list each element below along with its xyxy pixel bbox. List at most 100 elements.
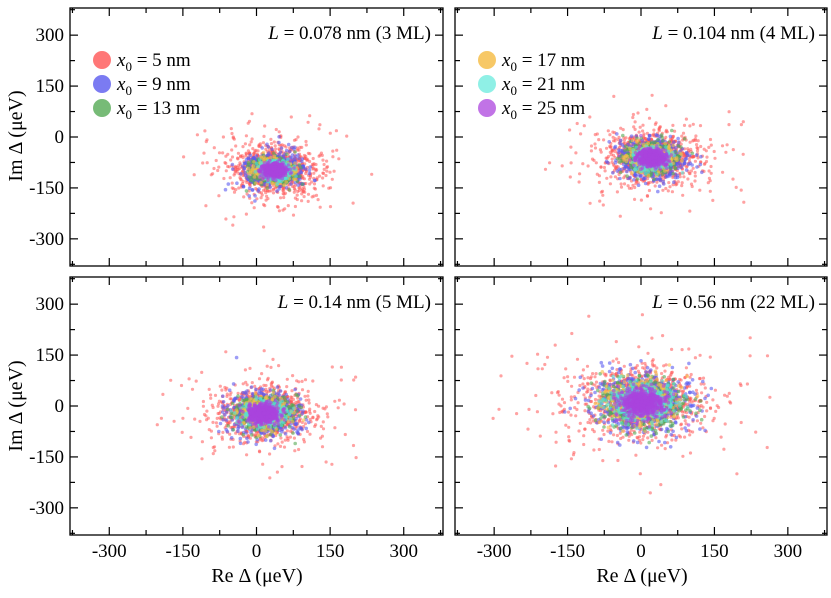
scatter-point <box>308 182 312 186</box>
scatter-point <box>305 158 309 162</box>
scatter-point <box>314 193 319 197</box>
scatter-point <box>286 157 290 161</box>
scatter-point <box>297 188 301 193</box>
scatter-point <box>318 174 322 178</box>
scatter-point <box>262 203 266 207</box>
scatter-point <box>335 148 339 152</box>
scatter-point <box>284 186 289 190</box>
scatter-point <box>306 192 311 196</box>
scatter-point <box>306 120 310 124</box>
scatter-point <box>224 161 228 165</box>
scatter-point <box>250 201 254 205</box>
scatter-point <box>259 180 263 185</box>
scatter-point <box>221 135 225 139</box>
scatter-point <box>298 145 302 149</box>
scatter-point <box>266 189 270 193</box>
scatter-points <box>182 112 374 229</box>
scatter-point <box>307 177 312 181</box>
scatter-point <box>256 189 261 193</box>
scatter-point <box>285 152 289 156</box>
scatter-point <box>312 178 317 183</box>
scatter-point <box>331 149 335 153</box>
scatter-point <box>202 151 206 155</box>
scatter-point <box>302 195 306 199</box>
scatter-point <box>286 204 290 208</box>
scatter-point <box>294 174 298 179</box>
scatter-point <box>298 186 302 190</box>
scatter-point <box>289 115 293 119</box>
scatter-point <box>307 168 312 173</box>
scatter-point <box>277 209 281 213</box>
scatter-point <box>304 167 308 171</box>
scatter-point <box>266 153 271 157</box>
scatter-point <box>325 159 329 163</box>
scatter-point <box>325 169 329 173</box>
scatter-point <box>274 127 278 132</box>
scatter-point <box>252 160 256 164</box>
scatter-point <box>290 153 295 157</box>
scatter-point <box>263 188 267 192</box>
scatter-point <box>254 161 259 166</box>
scatter-point <box>328 186 333 190</box>
scatter-point <box>227 165 231 169</box>
scatter-point <box>269 142 274 146</box>
scatter-point <box>298 174 302 179</box>
scatter-point <box>250 137 254 141</box>
scatter-point <box>322 167 326 171</box>
scatter-point <box>230 162 235 167</box>
scatter-point <box>269 137 273 141</box>
scatter-point <box>192 173 196 177</box>
scatter-point <box>312 171 316 175</box>
scatter-point <box>217 165 221 169</box>
scatter-point <box>271 191 276 195</box>
scatter-point <box>232 215 236 219</box>
scatter-point <box>317 127 321 131</box>
scatter-point <box>205 161 209 165</box>
scatter-point <box>293 204 297 209</box>
scatter-point <box>282 183 287 187</box>
scatter-point <box>260 146 265 150</box>
scatter-point <box>230 167 235 171</box>
scatter-point <box>263 124 267 128</box>
scatter-point <box>279 196 283 200</box>
scatter-point <box>262 225 266 229</box>
scatter-point <box>261 141 265 145</box>
scatter-point <box>313 167 317 171</box>
scatter-point <box>351 201 355 205</box>
scatter-point <box>293 171 297 175</box>
scatter-point <box>325 165 330 169</box>
scatter-point <box>241 185 246 189</box>
scatter-point <box>300 182 305 186</box>
scatter-point <box>277 130 281 134</box>
scatter-point <box>290 156 295 161</box>
scatter-point <box>231 135 235 139</box>
scatter-point <box>224 169 228 173</box>
scatter-point <box>230 148 234 152</box>
scatter-point <box>248 143 252 147</box>
scatter-point <box>203 129 207 133</box>
scatter-point <box>300 157 305 161</box>
scatter-point <box>324 173 328 178</box>
scatter-point <box>201 161 205 165</box>
scatter-point <box>283 176 288 181</box>
scatter-point <box>236 151 240 155</box>
scatter-point <box>223 187 228 192</box>
scatter-point <box>244 134 248 138</box>
scatter-point <box>295 193 299 197</box>
scatter-point <box>304 143 308 147</box>
scatter-point <box>328 131 332 135</box>
scatter-point <box>244 189 249 193</box>
scatter-point <box>265 182 270 187</box>
scatter-point <box>243 161 247 165</box>
scatter-point <box>246 160 251 165</box>
scatter-point <box>281 208 285 212</box>
scatter-point <box>250 188 255 192</box>
scatter-point <box>300 192 304 196</box>
scatter-point <box>282 195 286 200</box>
scatter-point <box>310 162 314 166</box>
scatter-point <box>236 157 240 161</box>
scatter-point <box>212 166 216 171</box>
